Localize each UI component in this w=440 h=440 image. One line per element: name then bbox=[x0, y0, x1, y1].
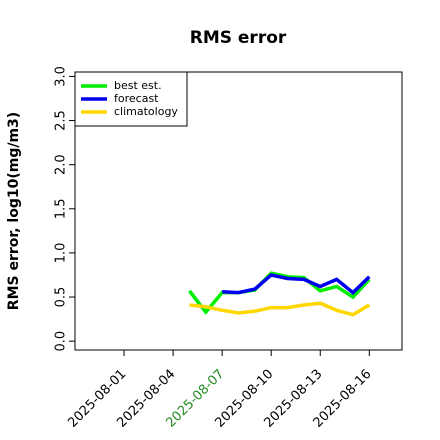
y-tick-label: 2.5 bbox=[54, 110, 69, 131]
y-tick-label: 1.0 bbox=[54, 243, 69, 264]
legend-label: forecast bbox=[114, 92, 159, 105]
y-tick-label: 1.5 bbox=[54, 198, 69, 219]
series-line bbox=[189, 301, 371, 317]
y-tick-label: 0.0 bbox=[54, 331, 69, 352]
legend-label: best est. bbox=[114, 79, 162, 92]
legend-label: climatology bbox=[114, 105, 178, 118]
y-axis-label: RMS error, log10(mg/m3) bbox=[6, 112, 22, 310]
chart-title: RMS error bbox=[190, 28, 287, 48]
y-tick-label: 0.5 bbox=[54, 287, 69, 308]
y-tick-label: 2.0 bbox=[54, 154, 69, 175]
series-line bbox=[222, 273, 371, 295]
plot-frame bbox=[74, 71, 403, 351]
y-tick-label: 3.0 bbox=[54, 66, 69, 87]
